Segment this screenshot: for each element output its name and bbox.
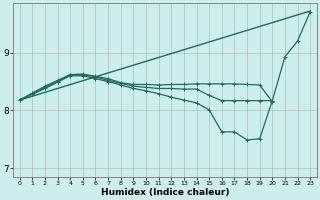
X-axis label: Humidex (Indice chaleur): Humidex (Indice chaleur) [101, 188, 229, 197]
